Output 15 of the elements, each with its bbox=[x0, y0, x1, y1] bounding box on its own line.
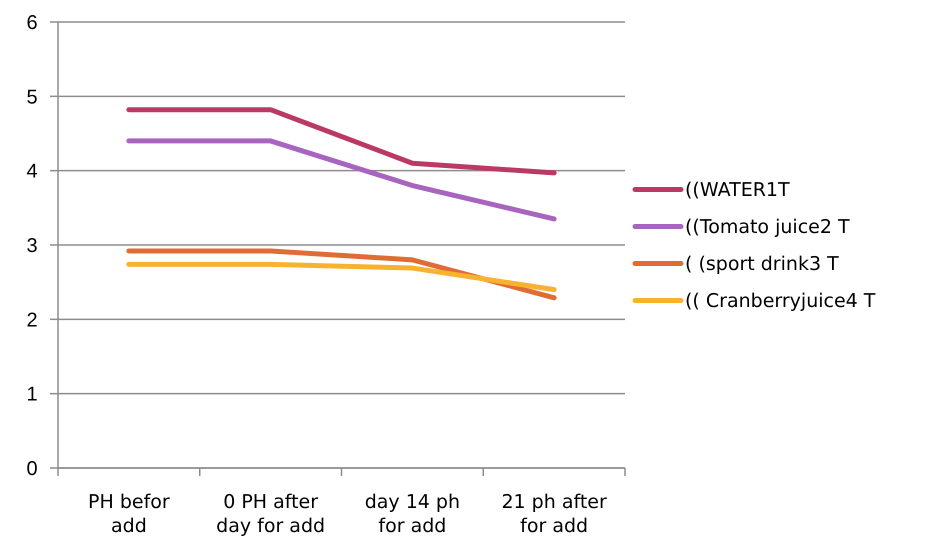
y-tick-label: 1 bbox=[26, 384, 38, 406]
x-tick-label: PH befor add bbox=[88, 491, 170, 537]
y-tick-label: 3 bbox=[26, 235, 38, 257]
legend-label: ((Tomato juice2 T bbox=[685, 216, 850, 238]
legend-label: ( (sport drink3 T bbox=[685, 253, 840, 276]
x-tick-label: 0 PH after day for add bbox=[216, 491, 326, 537]
y-tick-label: 2 bbox=[26, 309, 38, 332]
legend-label: (( Cranberryjuice4 T bbox=[685, 290, 876, 312]
y-tick-label: 0 bbox=[26, 458, 38, 480]
x-tick-label: 21 ph after for add bbox=[501, 491, 607, 537]
y-tick-label: 5 bbox=[26, 86, 38, 108]
y-tick-label: 6 bbox=[26, 12, 38, 34]
x-tick-label: day 14 ph for add bbox=[364, 491, 460, 537]
y-tick-label: 4 bbox=[26, 160, 38, 183]
legend-label: ((WATER1T bbox=[685, 179, 790, 202]
